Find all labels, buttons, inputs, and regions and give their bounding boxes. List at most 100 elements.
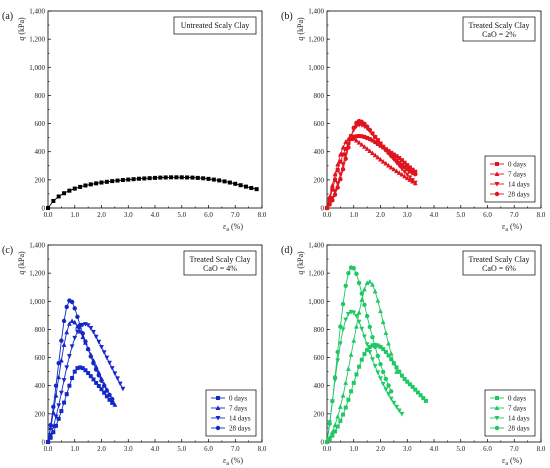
data-point [399, 373, 404, 378]
data-point [109, 366, 115, 371]
y-tick-label: 1,200 [29, 36, 45, 44]
data-point [375, 154, 381, 160]
y-tick-label: 800 [314, 326, 325, 334]
legend-marker [215, 405, 221, 410]
data-point [335, 358, 341, 363]
data-point [370, 131, 375, 136]
data-point [365, 135, 370, 140]
x-tick-label: 8.0 [258, 211, 267, 219]
panel-3: 0.0 1.0 2.0 3.0 4.0 5.0 6.0 7.0 8.0 0 200 400 600 800… [281, 242, 546, 468]
data-point [112, 402, 118, 407]
data-point [335, 168, 340, 173]
data-point [410, 178, 415, 183]
data-point [354, 271, 359, 277]
x-tick-label: 5.0 [177, 211, 186, 219]
x-axis-subscript: a [226, 227, 229, 233]
data-point [364, 280, 370, 285]
y-tick-label: 600 [35, 354, 46, 362]
data-point [364, 342, 370, 347]
data-point [388, 396, 394, 402]
legend-label: 28 days [508, 191, 530, 199]
y-tick-label: 1,200 [308, 270, 324, 278]
data-point [195, 175, 200, 180]
data-point [332, 171, 338, 177]
data-point [410, 167, 415, 172]
data-point [372, 288, 378, 294]
data-point [375, 138, 381, 143]
data-point [357, 364, 362, 369]
data-point [396, 170, 402, 175]
data-point [62, 191, 67, 196]
data-point [383, 349, 388, 354]
data-point [96, 339, 102, 345]
legend-marker [494, 171, 500, 176]
data-point [354, 137, 359, 143]
data-point [99, 345, 104, 350]
data-point [136, 176, 141, 181]
data-point [351, 266, 356, 271]
data-point [324, 439, 330, 445]
data-point [72, 306, 77, 311]
data-point [370, 282, 375, 287]
data-point [88, 326, 94, 331]
data-point [94, 380, 99, 385]
data-point [107, 360, 112, 366]
data-point [61, 342, 67, 347]
data-point [110, 400, 115, 405]
data-point [362, 144, 367, 149]
x-axis-unit: (%) [508, 456, 522, 465]
data-point [327, 421, 332, 426]
series-line [47, 176, 257, 209]
data-point [340, 392, 346, 398]
series-line [326, 135, 416, 209]
data-point [67, 188, 72, 193]
data-point [415, 390, 420, 395]
y-axis-title: q (kPa) [17, 17, 26, 41]
data-point [375, 343, 380, 348]
x-tick-label: 3.0 [124, 445, 133, 453]
data-point [64, 304, 69, 310]
data-point [367, 148, 373, 154]
data-point [169, 175, 174, 180]
data-point [346, 270, 351, 276]
data-point [394, 365, 399, 370]
y-tick-label: 200 [35, 176, 46, 184]
y-axis-symbol: q [296, 37, 305, 41]
data-point [362, 352, 367, 357]
annotation-text: Treated Scaly Clay [468, 21, 529, 30]
data-point [56, 374, 62, 380]
y-tick-label: 800 [35, 92, 46, 100]
data-point [75, 324, 80, 329]
x-tick-label: 7.0 [510, 445, 519, 453]
annotation-text: Treated Scaly Clay [468, 255, 529, 264]
data-point [338, 159, 343, 164]
legend-marker [495, 162, 499, 166]
data-point [335, 349, 340, 355]
series-0 [46, 365, 115, 444]
data-point [367, 324, 372, 330]
data-point [396, 408, 402, 414]
data-point [80, 366, 85, 371]
data-point [243, 184, 248, 189]
legend-marker [494, 405, 500, 410]
data-point [333, 177, 338, 182]
data-point [69, 299, 75, 305]
legend-label: 14 days [229, 415, 251, 423]
data-point [327, 202, 332, 207]
data-point [380, 144, 386, 150]
data-point [83, 339, 88, 344]
data-point [327, 197, 332, 202]
data-point [153, 175, 157, 180]
data-point [190, 175, 195, 180]
data-point [340, 301, 346, 307]
x-tick-label: 7.0 [231, 211, 240, 219]
data-point [83, 183, 88, 188]
x-tick-label: 2.0 [97, 445, 106, 453]
data-point [380, 382, 386, 387]
panel-label: (c) [2, 245, 13, 256]
panel-2: 0.0 1.0 2.0 3.0 4.0 5.0 6.0 7.0 8.0 0 200 400 600 800… [2, 242, 267, 468]
data-point [367, 127, 372, 133]
data-point [201, 176, 206, 181]
data-point [51, 430, 56, 435]
data-point [351, 338, 357, 343]
